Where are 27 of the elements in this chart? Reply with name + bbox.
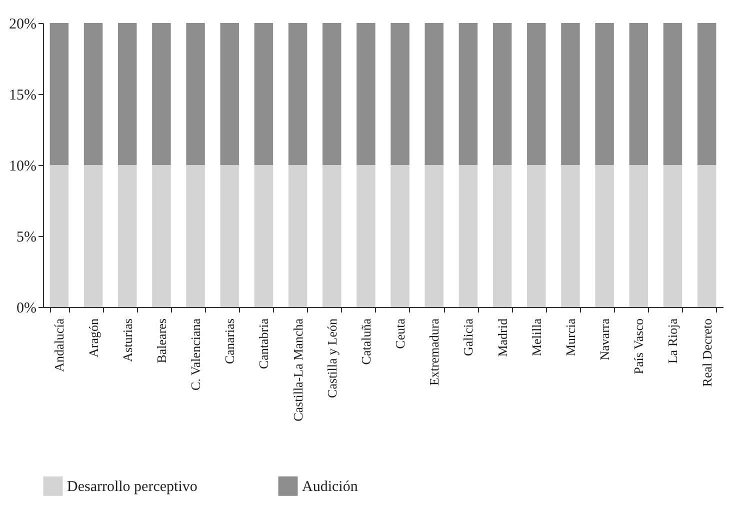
x-tick-label: Baleares: [154, 318, 169, 364]
x-tick-label: Extremadura: [426, 318, 442, 386]
y-tick-label: 10%: [9, 158, 36, 174]
y-tick-label: 20%: [9, 16, 36, 32]
x-tick-label: Cataluña: [358, 318, 374, 365]
x-tick-label: Asturias: [120, 318, 135, 362]
x-tick-label: Castilla-La Mancha: [290, 318, 306, 422]
x-tick-label: Real Decreto: [699, 318, 714, 387]
x-tick-label: País Vasco: [631, 318, 646, 374]
x-tick-label: Madrid: [494, 318, 510, 357]
x-tick-label: Cantabria: [256, 318, 272, 370]
y-tick-label: 0%: [16, 300, 36, 316]
x-tick-label: Galicia: [460, 318, 476, 356]
x-tick-label: Melilla: [528, 318, 544, 356]
x-tick-label: C. Valenciana: [188, 318, 204, 390]
y-tick-label: 15%: [9, 88, 36, 104]
x-tick-label: Castilla y León: [324, 318, 340, 398]
x-tick-label: Navarra: [597, 318, 612, 360]
legend-label: Audición: [302, 479, 358, 496]
legend-label: Desarrollo perceptivo: [67, 479, 198, 496]
y-tick-label: 5%: [16, 230, 36, 246]
x-tick-label: Canarias: [222, 318, 238, 364]
x-tick-label: Aragón: [86, 318, 101, 358]
x-tick-label: Ceuta: [392, 318, 408, 349]
x-tick-label: Andalucía: [52, 318, 67, 372]
x-tick-label: La Rioja: [665, 318, 680, 364]
x-tick-label: Murcia: [562, 318, 578, 356]
